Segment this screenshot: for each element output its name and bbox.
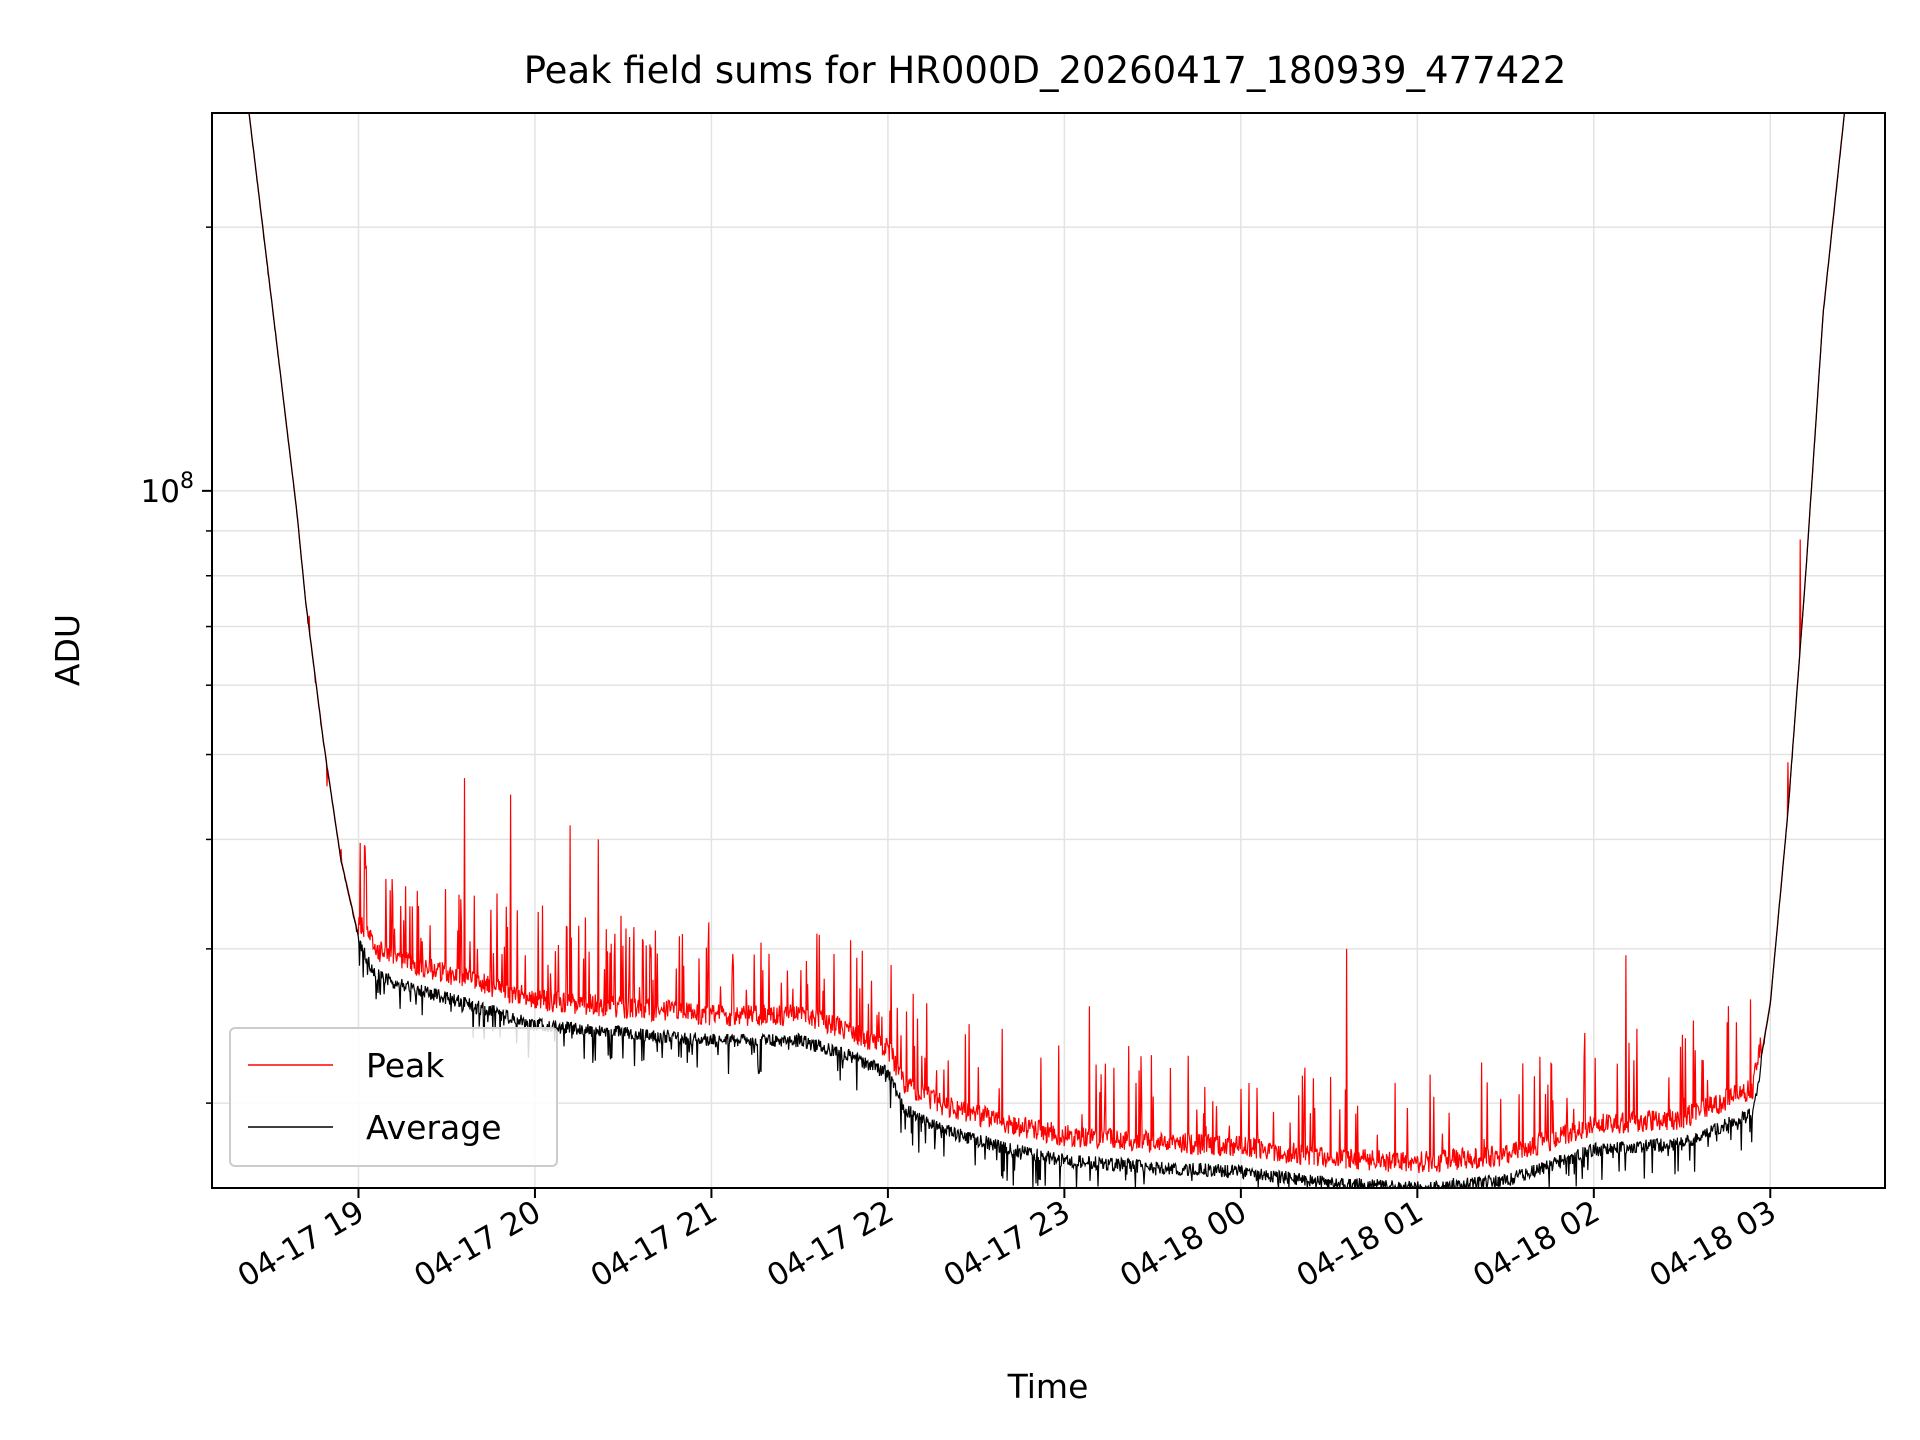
- legend-box: [229, 1027, 558, 1167]
- y-tick-label: 108: [141, 469, 194, 510]
- chart-title: Peak field sums for HR000D_20260417_1809…: [524, 49, 1567, 92]
- legend: Peak Average: [229, 1027, 558, 1167]
- peak-series-line: [248, 112, 1845, 1174]
- series-layer: [248, 112, 1845, 1190]
- legend-average-label: Average: [366, 1108, 502, 1147]
- plot-frame: [211, 112, 1886, 1189]
- y-axis-label: ADU: [48, 614, 87, 686]
- legend-peak-label: Peak: [366, 1046, 445, 1085]
- x-axis-label: Time: [1007, 1367, 1089, 1406]
- average-series-line: [248, 113, 1845, 1190]
